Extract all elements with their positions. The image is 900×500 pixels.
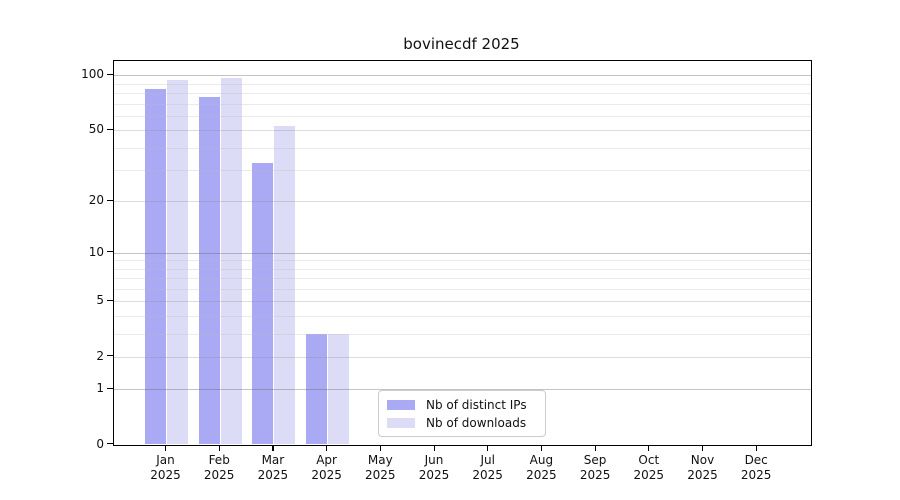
- bar-downloads: [328, 333, 350, 445]
- legend-item-distinct-ips: Nb of distinct IPs: [387, 398, 537, 412]
- chart-title: bovinecdf 2025: [403, 35, 520, 53]
- x-tick-label: May 2025: [365, 452, 396, 482]
- x-tick-mark: [648, 444, 650, 451]
- legend-label-distinct-ips: Nb of distinct IPs: [426, 397, 527, 412]
- x-tick-label: Aug 2025: [526, 452, 557, 482]
- legend-item-downloads: Nb of downloads: [387, 416, 537, 430]
- legend-label-downloads: Nb of downloads: [426, 415, 527, 430]
- x-tick-label: Jul 2025: [472, 452, 503, 482]
- y-tick-label: 5: [96, 293, 104, 308]
- x-tick-mark: [755, 444, 757, 451]
- y-tick-mark: [107, 128, 113, 130]
- y-tick-label: 20: [88, 193, 104, 208]
- x-tick-label: Dec 2025: [740, 452, 772, 482]
- x-tick-mark: [433, 444, 435, 451]
- x-tick-mark: [218, 444, 220, 451]
- legend-swatch-distinct-ips: [387, 399, 415, 410]
- y-tick-mark: [107, 443, 113, 445]
- legend: Nb of distinct IPs Nb of downloads: [378, 390, 546, 437]
- y-tick-mark: [107, 251, 113, 253]
- x-tick-label: Sep 2025: [579, 452, 611, 482]
- x-tick-mark: [540, 444, 543, 451]
- y-tick-label: 100: [81, 67, 104, 82]
- x-tick-label: Jun 2025: [418, 452, 450, 482]
- x-tick-label: Jan 2025: [150, 452, 181, 482]
- y-tick-label: 50: [88, 122, 104, 137]
- legend-swatch-downloads: [387, 417, 415, 428]
- x-tick-mark: [326, 444, 328, 451]
- bars-layer: [114, 61, 811, 445]
- bar-distinct-ips: [198, 97, 220, 445]
- y-tick-mark: [107, 73, 113, 76]
- y-tick-mark: [107, 387, 113, 389]
- bar-distinct-ips: [252, 162, 274, 445]
- y-tick-label: 1: [96, 381, 104, 396]
- x-tick-mark: [272, 444, 274, 451]
- y-tick-label: 2: [96, 348, 104, 363]
- x-tick-label: Mar 2025: [257, 452, 289, 482]
- y-tick-mark: [107, 299, 113, 301]
- bar-distinct-ips: [306, 333, 328, 445]
- x-tick-mark: [379, 444, 381, 451]
- x-tick-label: Apr 2025: [311, 452, 342, 482]
- bar-downloads: [274, 125, 296, 445]
- x-tick-mark: [487, 444, 489, 451]
- x-tick-mark: [702, 444, 704, 451]
- bar-downloads: [220, 77, 242, 445]
- y-tick-mark: [107, 199, 113, 201]
- x-tick-label: Oct 2025: [633, 452, 665, 482]
- bar-downloads: [167, 80, 188, 445]
- bar-distinct-ips: [145, 89, 166, 445]
- x-tick-label: Nov 2025: [687, 452, 718, 482]
- x-tick-mark: [165, 444, 167, 451]
- x-tick-mark: [594, 444, 596, 451]
- x-tick-label: Feb 2025: [203, 452, 235, 482]
- plot-area: [113, 60, 812, 446]
- y-tick-label: 10: [88, 244, 104, 259]
- y-tick-label: 0: [96, 436, 104, 451]
- y-tick-mark: [107, 355, 113, 357]
